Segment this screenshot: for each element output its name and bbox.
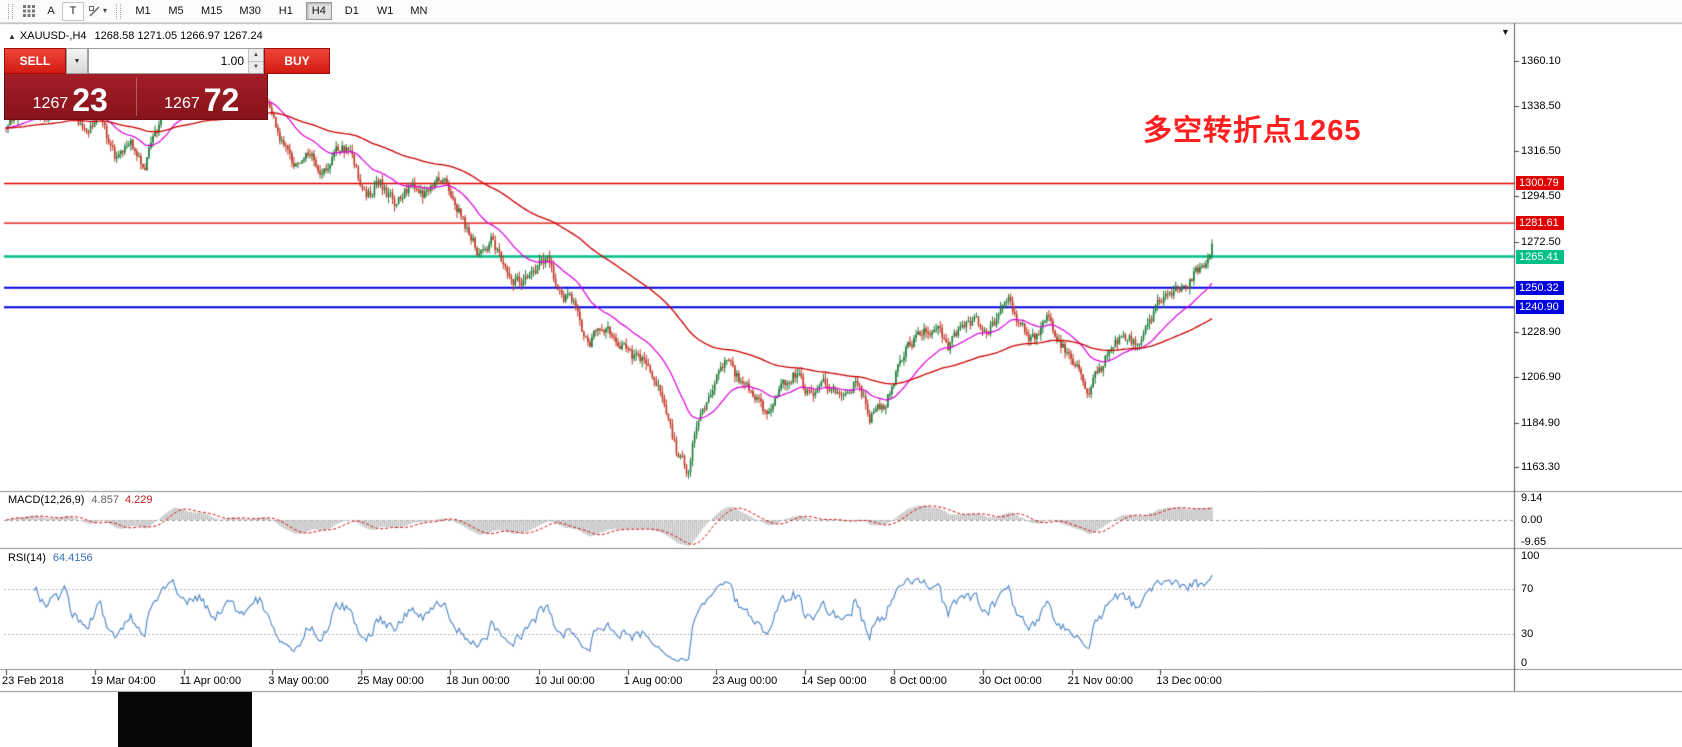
price-axis-label: 1184.90 xyxy=(1521,416,1560,429)
macd-axis-label: 0.00 xyxy=(1521,514,1543,526)
time-axis-label: 3 May 00:00 xyxy=(268,675,329,687)
price-axis-label: 1360.10 xyxy=(1521,55,1561,67)
rsi-name: RSI(14) xyxy=(8,552,46,564)
time-axis-label: 21 Nov 00:00 xyxy=(1067,675,1134,687)
panel-collapse-icon[interactable]: ▲ xyxy=(8,32,16,41)
macd-signal-value: 4.229 xyxy=(124,494,153,506)
time-axis-label: 23 Feb 2018 xyxy=(2,675,64,687)
buy-price-main: 1267 xyxy=(164,95,200,112)
timeframe-button-h1[interactable]: H1 xyxy=(273,2,299,20)
rsi-axis-label: 0 xyxy=(1521,657,1528,669)
text-tool-button[interactable]: A xyxy=(40,2,62,21)
level-price-tag[interactable]: 1300.79 xyxy=(1516,176,1564,191)
macd-name: MACD(12,26,9) xyxy=(8,494,85,506)
rsi-axis-label: 30 xyxy=(1521,628,1534,640)
volume-input[interactable] xyxy=(89,49,248,73)
volume-down-button[interactable]: ▼ xyxy=(249,61,263,73)
timeframe-bar: M1 M5 M15 M30 H1 H4 D1 W1 MN xyxy=(130,2,432,20)
toolbar-drag-handle[interactable] xyxy=(8,3,13,19)
crosshair-tool-button[interactable] xyxy=(18,2,40,21)
time-axis-label: 13 Dec 00:00 xyxy=(1156,675,1222,687)
chart-text-annotation[interactable]: 多空转折点1265 xyxy=(1143,115,1362,147)
macd-axis-label: -9.65 xyxy=(1521,536,1547,548)
buy-price-display[interactable]: 1267 72 xyxy=(137,74,268,119)
price-axis-label: 1294.50 xyxy=(1521,190,1561,203)
symbol-info: ▲ XAUUSD-,H4 1268.58 1271.05 1266.97 1267.… xyxy=(8,30,263,42)
price-axis-label: 1338.50 xyxy=(1521,99,1561,112)
text-label-tool-button[interactable]: T xyxy=(62,1,84,21)
time-axis-label: 11 Apr 00:00 xyxy=(179,675,242,687)
timeframe-button-w1[interactable]: W1 xyxy=(372,2,399,20)
ohlc-values: 1268.58 1271.05 1266.97 1267.24 xyxy=(94,30,263,42)
price-axis-label: 1163.30 xyxy=(1521,461,1560,474)
timeframe-button-d1[interactable]: D1 xyxy=(339,2,365,20)
chevron-down-icon: ▼ xyxy=(73,57,81,65)
sell-button[interactable]: SELL xyxy=(4,48,66,74)
level-price-tag[interactable]: 1281.61 xyxy=(1516,216,1564,231)
rsi-axis-label: 70 xyxy=(1521,583,1534,595)
rsi-value: 64.4156 xyxy=(52,552,93,564)
chart-shift-marker-icon[interactable]: ▼ xyxy=(1501,27,1510,37)
time-axis-label: 1 Aug 00:00 xyxy=(623,675,683,687)
time-axis-label: 25 May 00:00 xyxy=(357,675,424,687)
level-price-tag[interactable]: 1265.41 xyxy=(1516,249,1564,264)
volume-field: ▲ ▼ xyxy=(88,48,264,74)
time-axis-label: 14 Sep 00:00 xyxy=(801,675,867,687)
timeframe-button-m15[interactable]: M15 xyxy=(196,2,227,20)
toolbar: A T ▾ M1 M5 M15 M30 H1 H4 D1 W1 MN xyxy=(0,0,1682,23)
time-axis-label: 30 Oct 00:00 xyxy=(978,675,1042,687)
macd-indicator-label: MACD(12,26,9) 4.857 4.229 xyxy=(8,494,152,506)
rsi-indicator-label: RSI(14) 64.4156 xyxy=(8,552,93,564)
one-click-trading-panel: SELL ▼ ▲ ▼ BUY 1267 23 1267 72 xyxy=(4,48,330,120)
volume-spinner: ▲ ▼ xyxy=(248,49,263,73)
shapes-icon xyxy=(89,5,100,16)
time-axis-label: 18 Jun 00:00 xyxy=(446,675,510,687)
chevron-down-icon: ▾ xyxy=(103,6,108,15)
grid-crosshair-icon xyxy=(23,5,35,17)
sell-price-main: 1267 xyxy=(32,95,69,112)
volume-up-button[interactable]: ▲ xyxy=(249,49,263,62)
level-price-tag[interactable]: 1240.90 xyxy=(1516,300,1564,315)
shapes-dropdown-button[interactable]: ▾ xyxy=(84,2,111,21)
buy-price-pips: 72 xyxy=(203,82,240,118)
level-price-tag[interactable]: 1250.32 xyxy=(1516,280,1564,295)
order-type-dropdown[interactable]: ▼ xyxy=(66,48,88,74)
time-axis-label: 19 Mar 04:00 xyxy=(90,675,156,687)
macd-axis-label: 9.14 xyxy=(1521,492,1543,504)
timeframe-button-m30[interactable]: M30 xyxy=(234,2,265,20)
timeframe-button-m1[interactable]: M1 xyxy=(130,2,156,20)
macd-main-value: 4.857 xyxy=(91,494,119,506)
rsi-axis-label: 100 xyxy=(1521,550,1540,562)
price-axis-label: 1316.50 xyxy=(1521,145,1561,158)
sell-price-display[interactable]: 1267 23 xyxy=(5,74,136,119)
timeframe-button-m5[interactable]: M5 xyxy=(163,2,189,20)
sell-price-pips: 23 xyxy=(72,82,108,118)
symbol-title: XAUUSD-,H4 xyxy=(19,30,87,42)
time-axis-label: 23 Aug 00:00 xyxy=(712,675,778,687)
price-divider xyxy=(135,77,137,116)
buy-button[interactable]: BUY xyxy=(264,48,330,74)
taskbar-item[interactable] xyxy=(118,692,252,747)
price-axis-label: 1206.90 xyxy=(1521,371,1561,384)
toolbar-drag-handle[interactable] xyxy=(116,3,122,19)
time-axis-label: 8 Oct 00:00 xyxy=(890,675,947,687)
price-axis-label: 1228.90 xyxy=(1521,325,1561,338)
timeframe-button-mn[interactable]: MN xyxy=(405,2,432,20)
time-axis-label: 10 Jul 00:00 xyxy=(534,675,595,687)
price-axis-label: 1272.50 xyxy=(1521,235,1561,248)
timeframe-button-h4[interactable]: H4 xyxy=(305,2,332,20)
